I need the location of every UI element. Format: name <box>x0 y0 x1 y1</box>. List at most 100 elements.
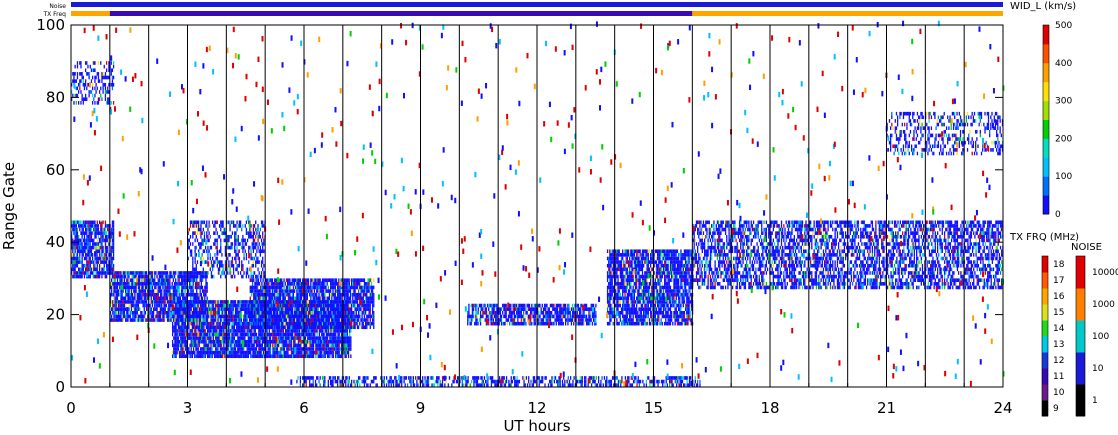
scatter-cell <box>89 245 91 250</box>
scatter-cell <box>80 231 82 235</box>
scatter-cell <box>238 318 240 322</box>
scatter-cell <box>257 336 259 340</box>
scatter-cell <box>349 347 351 351</box>
scatter-cell <box>311 310 313 315</box>
scatter-cell <box>232 329 234 333</box>
scatter-cell <box>71 271 73 275</box>
scatter-cell <box>349 350 351 355</box>
scatter-cell <box>213 300 216 304</box>
scatter-cell <box>284 329 287 333</box>
scatter-cell <box>253 350 255 355</box>
scatter-cell <box>234 307 237 311</box>
scatter-cell <box>86 256 88 261</box>
scatter-cell <box>185 271 187 275</box>
scatter-cell <box>127 278 129 283</box>
scatter-cell <box>296 343 298 348</box>
scatter-cell <box>98 231 101 235</box>
scatter-cell <box>275 314 277 319</box>
scatter-cell <box>151 310 154 315</box>
scatter-cell <box>109 310 112 315</box>
scatter-cell <box>346 321 349 326</box>
scatter-cell <box>152 310 155 315</box>
scatter-cell <box>171 343 174 348</box>
scatter-cell <box>137 289 140 293</box>
scatter-cell <box>161 282 163 286</box>
scatter-cell <box>298 289 300 293</box>
scatter-cell <box>373 376 375 380</box>
scatter-cell <box>176 285 178 290</box>
scatter-cell <box>188 321 190 326</box>
scatter-cell <box>127 296 129 301</box>
scatter-cell <box>325 347 328 351</box>
scatter-cell <box>174 343 176 348</box>
scatter-cell <box>147 318 149 322</box>
scatter-cell <box>231 307 233 311</box>
scatter-cell <box>171 310 174 315</box>
scatter-cell <box>95 227 97 232</box>
scatter-cell <box>277 307 279 311</box>
scatter-cell <box>318 300 320 304</box>
scatter-cell <box>317 325 319 330</box>
scatter-cell <box>159 278 162 283</box>
scatter-cell <box>286 339 288 344</box>
scatter-cell <box>257 343 259 348</box>
scatter-cell <box>245 307 247 311</box>
scatter-cell <box>77 260 80 264</box>
scatter-cell <box>436 379 438 384</box>
scatter-cell <box>343 379 346 384</box>
scatter-cell <box>298 282 300 286</box>
scatter-cell <box>246 310 248 315</box>
scatter-cell <box>89 231 91 235</box>
scatter-cell <box>140 310 142 315</box>
scatter-cell <box>194 271 197 275</box>
scatter-cell <box>265 289 268 293</box>
scatter-cell <box>206 307 209 311</box>
scatter-cell <box>284 296 286 301</box>
scatter-cell <box>251 292 254 297</box>
scatter-cell <box>100 263 102 268</box>
scatter-cell <box>592 376 594 380</box>
scatter-cell <box>308 350 310 355</box>
scatter-cell <box>310 336 312 340</box>
scatter-cell <box>133 274 135 279</box>
scatter-cell <box>575 383 578 387</box>
scatter-cell <box>298 303 300 308</box>
scatter-cell <box>72 253 74 257</box>
scatter-cell <box>190 329 192 333</box>
scatter-cell <box>628 376 630 380</box>
scatter-cell <box>243 303 245 308</box>
scatter-cell <box>316 285 318 290</box>
scatter-cell <box>257 300 260 304</box>
scatter-cell <box>272 354 274 359</box>
scatter-cell <box>304 303 307 308</box>
scatter-cell <box>373 379 375 384</box>
scatter-cell <box>247 332 249 337</box>
scatter-cell <box>230 303 232 308</box>
scatter-cell <box>189 292 191 297</box>
scatter-cell <box>674 379 677 384</box>
scatter-cell <box>236 303 238 308</box>
scatter-cell <box>327 383 329 387</box>
scatter-cell <box>676 376 678 380</box>
scatter-cell <box>315 354 317 359</box>
scatter-cell <box>261 307 263 311</box>
scatter-cell <box>319 321 321 326</box>
scatter-cell <box>145 300 148 304</box>
scatter-cell <box>133 296 135 301</box>
scatter-cell <box>104 260 107 264</box>
scatter-cell <box>89 234 91 239</box>
scatter-cell <box>136 310 138 315</box>
scatter-cell <box>350 343 352 348</box>
scatter-cell <box>267 314 269 319</box>
scatter-cell <box>329 332 331 337</box>
scatter-cell <box>124 318 127 322</box>
scatter-cell <box>511 379 514 384</box>
scatter-cell <box>529 383 531 387</box>
scatter-cell <box>269 289 271 293</box>
scatter-cell <box>215 307 217 311</box>
scatter-cell <box>165 300 168 304</box>
scatter-cell <box>164 274 166 279</box>
scatter-cell <box>87 249 89 254</box>
scatter-cell <box>197 347 199 351</box>
scatter-cell <box>265 336 267 340</box>
